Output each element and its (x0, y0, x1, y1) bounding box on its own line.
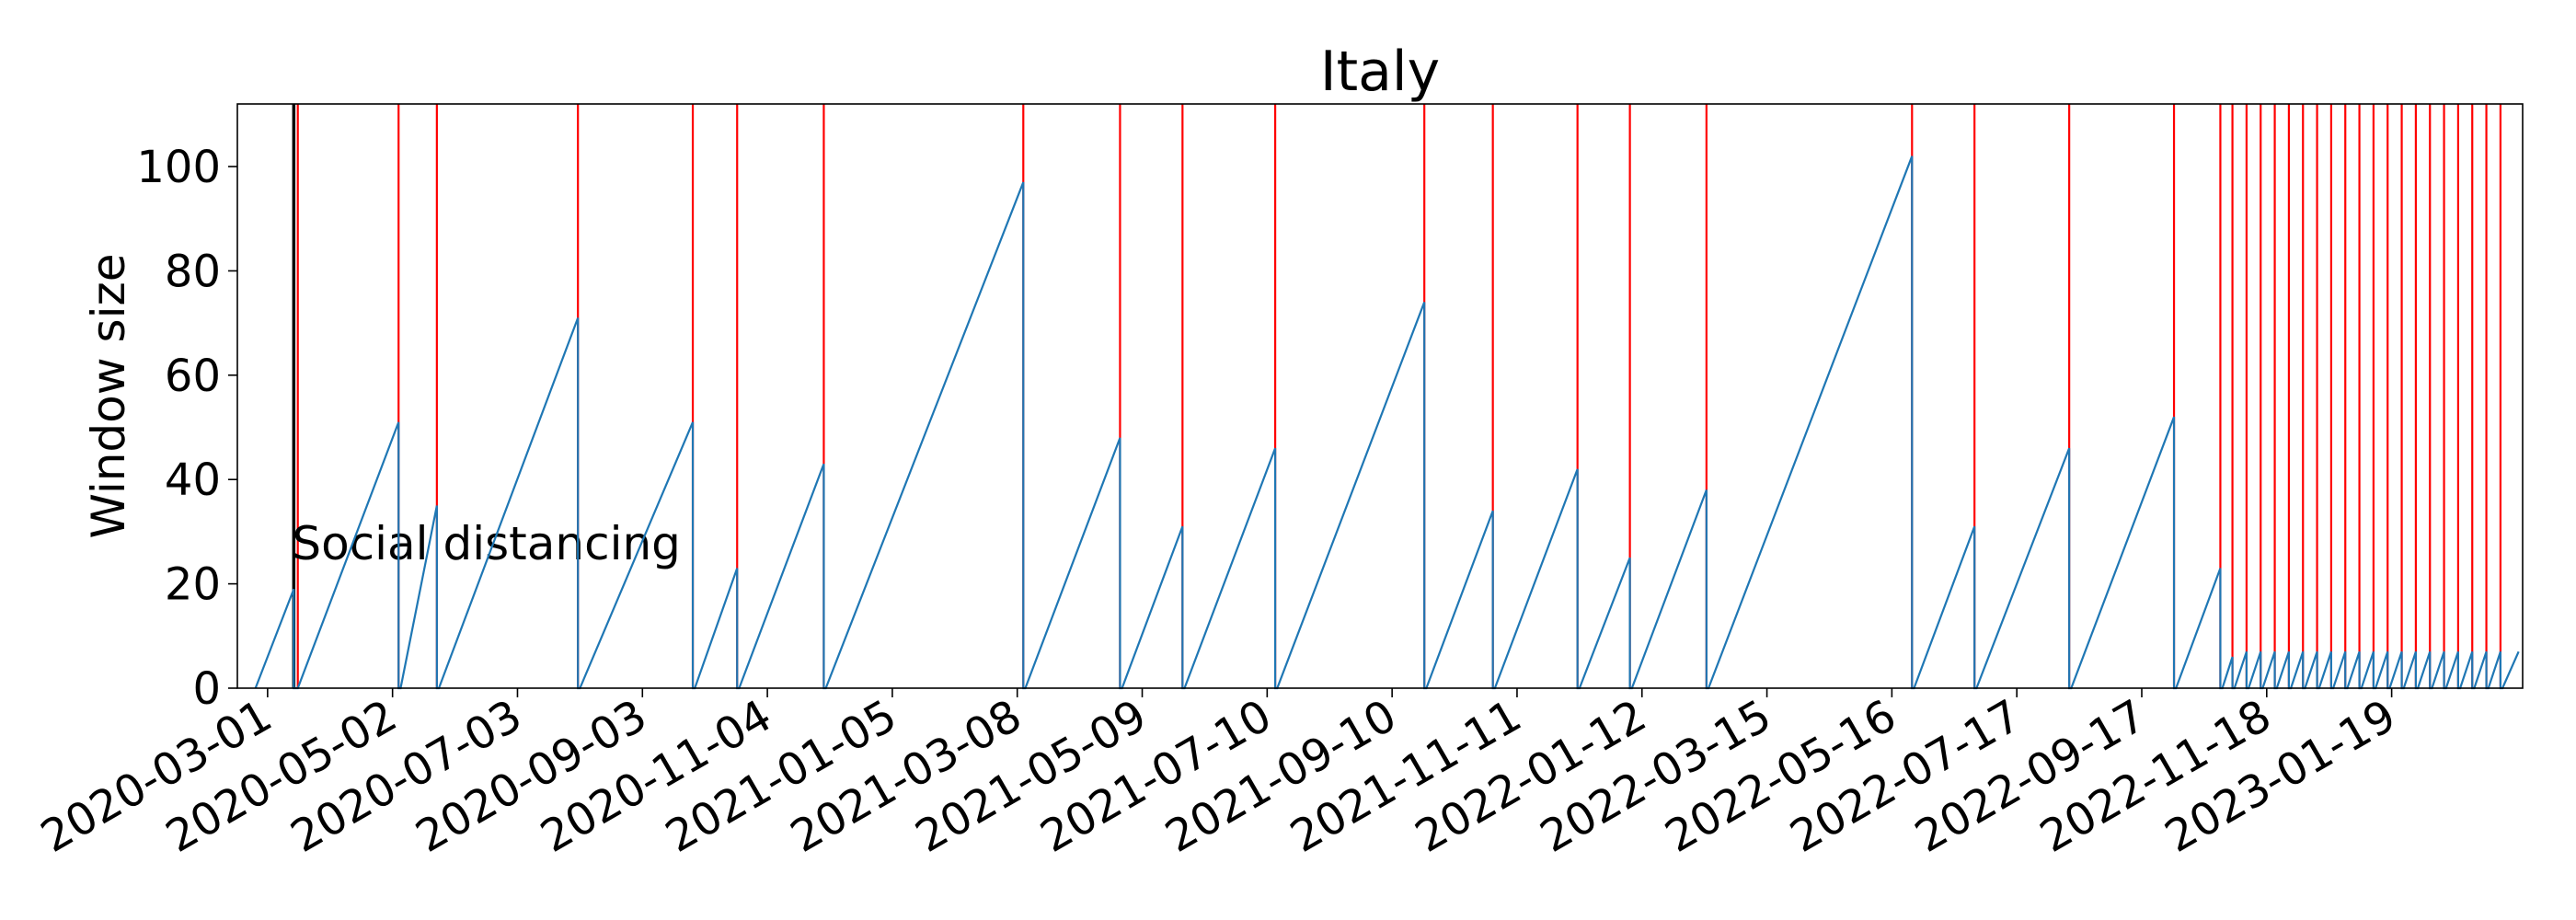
intervention-lines: Social distancing (292, 104, 681, 688)
y-tick-label: 0 (192, 663, 221, 715)
chart-title: Italy (1320, 40, 1440, 104)
change-point-lines (296, 104, 2502, 688)
y-ticks: 0 20 40 60 80 100 (136, 142, 237, 715)
y-tick-label: 60 (165, 351, 221, 402)
axes (236, 103, 2524, 689)
series-lines (254, 155, 2520, 690)
y-tick-label: 20 (165, 559, 221, 611)
chart-text: Italy Window size (82, 40, 1440, 539)
y-tick-label: 40 (165, 454, 221, 506)
y-tick-label: 100 (136, 142, 221, 193)
y-tick-label: 80 (165, 246, 221, 297)
x-ticks: 2020-03-012020-05-022020-07-032020-09-03… (32, 688, 2405, 863)
series-line (254, 155, 2520, 690)
y-axis-label: Window size (82, 254, 135, 539)
plot-frame (236, 103, 2524, 689)
